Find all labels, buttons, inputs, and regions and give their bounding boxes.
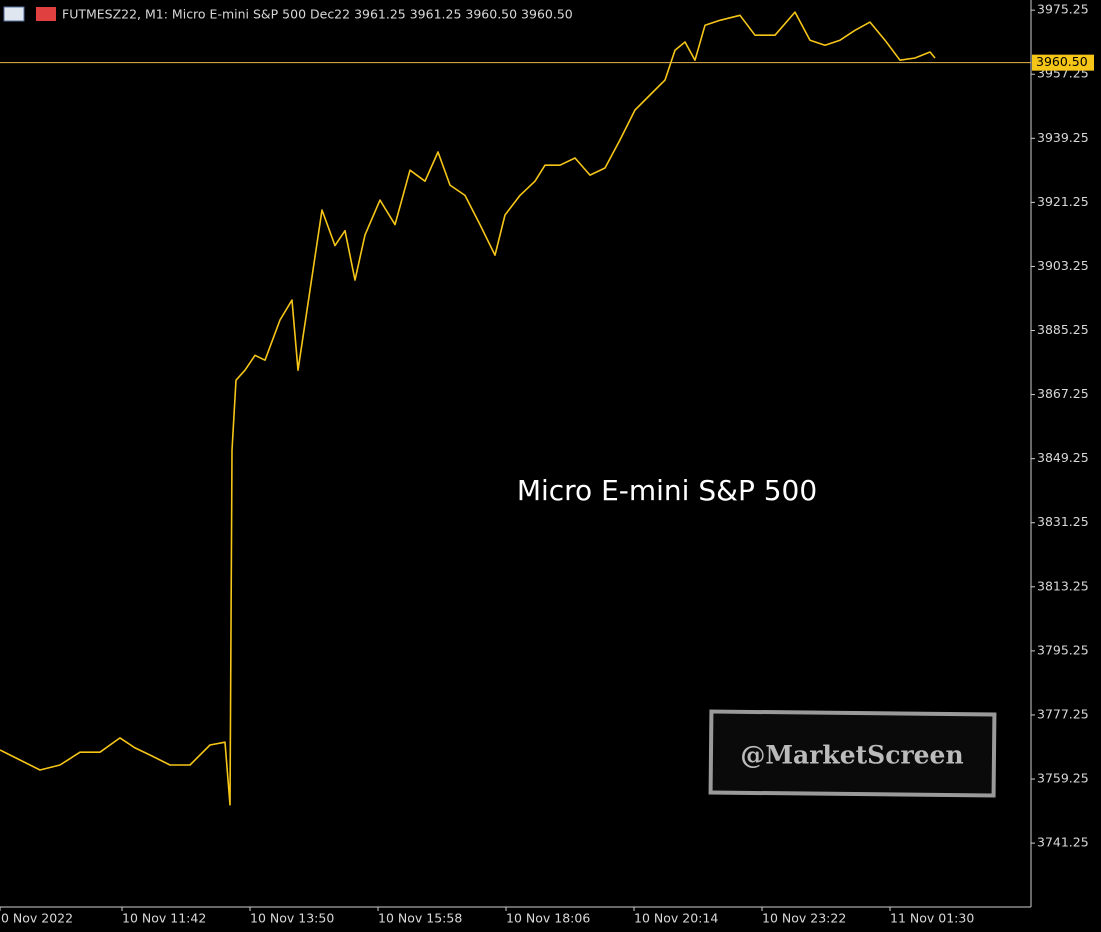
y-tick-label: 3741.25 [1037,835,1089,850]
y-tick-label: 3867.25 [1037,386,1089,401]
watermark: Micro E-mini S&P 500 [517,474,817,507]
y-tick-label: 3777.25 [1037,706,1089,721]
x-tick-label: 10 Nov 11:42 [122,911,206,926]
y-tick-label: 3885.25 [1037,322,1089,337]
symbol-icon [36,7,56,21]
price-line [0,11,936,806]
x-tick-label: 10 Nov 23:22 [762,911,846,926]
y-tick-label: 3795.25 [1037,642,1089,657]
chart-header: FUTMESZ22, M1: Micro E-mini S&P 500 Dec2… [62,7,573,22]
last-price-box [1032,54,1094,71]
badge-box [708,709,997,798]
x-tick-label: 11 Nov 01:30 [890,911,974,926]
badge: @MarketScreen [740,741,963,770]
x-tick-label: 10 Nov 18:06 [506,911,590,926]
y-tick-label: 3921.25 [1037,194,1089,209]
x-tick-label: 10 Nov 15:58 [378,911,462,926]
x-tick-label: 10 Nov 20:14 [634,911,718,926]
x-tick-label: 10 Nov 13:50 [250,911,334,926]
y-tick-label: 3813.25 [1037,578,1089,593]
y-tick-label: 3849.25 [1037,450,1089,465]
x-tick-label: 10 Nov 2022 [0,911,73,926]
y-tick-label: 3939.25 [1037,130,1089,145]
last-price-label: 3960.50 [1036,54,1088,69]
y-tick-label: 3975.25 [1037,2,1089,17]
y-tick-label: 3759.25 [1037,771,1089,786]
y-tick-label: 3831.25 [1037,514,1089,529]
y-tick-label: 3903.25 [1037,258,1089,273]
menu-icon [3,6,25,22]
